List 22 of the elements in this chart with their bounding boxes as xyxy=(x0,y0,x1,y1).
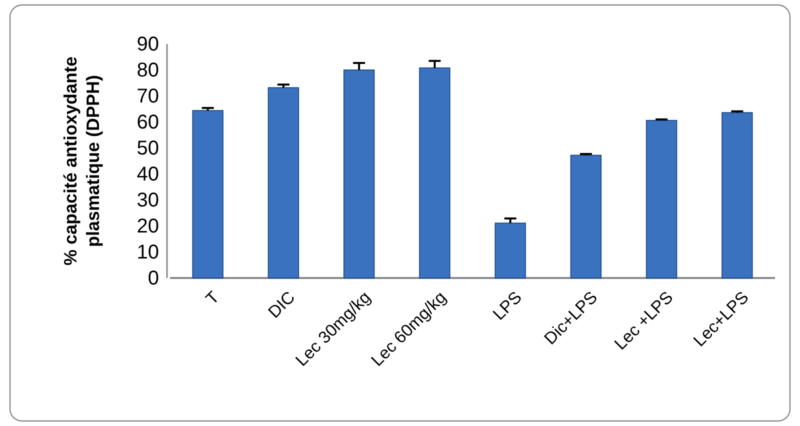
bar xyxy=(268,87,300,278)
bar xyxy=(646,120,678,278)
bar xyxy=(494,222,526,278)
y-tick-label: 60 xyxy=(136,111,159,134)
y-tick-label: 90 xyxy=(136,33,159,56)
y-tick-label: 20 xyxy=(136,215,159,238)
y-axis-title: % capacité antioxydante plasmatique (DPPH) xyxy=(60,56,103,266)
bar xyxy=(343,70,375,278)
y-tick-label: 10 xyxy=(136,241,159,264)
y-tick-label: 80 xyxy=(136,59,159,82)
bar xyxy=(570,154,602,278)
y-tick-label: 30 xyxy=(136,189,159,212)
x-tick-label: T xyxy=(202,288,223,309)
y-tick-label: 40 xyxy=(136,163,159,186)
x-tick-label: LPS xyxy=(489,288,526,324)
bar xyxy=(192,110,224,278)
bar xyxy=(419,67,450,278)
bar xyxy=(722,112,753,278)
y-tick-label: 0 xyxy=(148,267,159,290)
x-tick-label: DIC xyxy=(264,288,299,322)
y-tick-label: 50 xyxy=(136,137,159,160)
y-tick-label: 70 xyxy=(136,85,159,108)
